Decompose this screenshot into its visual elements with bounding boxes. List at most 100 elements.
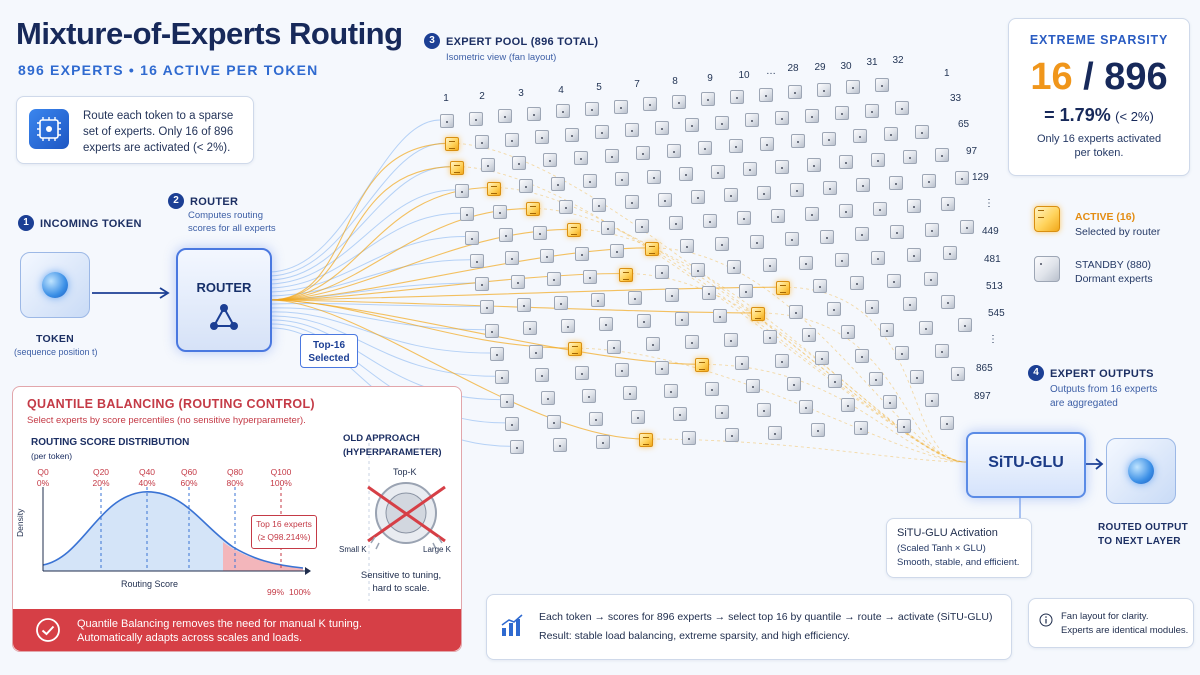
routing-wire — [269, 307, 486, 331]
glu-label: SiTU-GLU — [988, 454, 1064, 471]
active-route-wire — [269, 166, 457, 301]
router-box: ROUTER — [176, 248, 272, 352]
output-wire — [572, 228, 967, 463]
routing-wire — [269, 311, 491, 354]
routing-wire — [269, 236, 466, 293]
old-title-2: (HYPERPARAMETER) — [343, 447, 442, 458]
pool-desc: Isometric view (fan layout) — [446, 52, 557, 63]
topk-dial-icon — [367, 482, 446, 550]
output-wire — [700, 363, 967, 463]
token-sublabel: (sequence position t) — [14, 347, 98, 357]
glu-note-line-1: (Scaled Tanh × GLU) — [897, 543, 986, 554]
sparsity-pct: = 1.79% — [1044, 105, 1111, 125]
active-route-wire — [269, 247, 652, 301]
network-chip-icon — [29, 109, 69, 149]
banner-line-1: Quantile Balancing removes the need for … — [77, 618, 362, 630]
glu-note: SiTU-GLU Activation (Scaled Tanh × GLU) … — [886, 518, 1032, 578]
routing-wire — [269, 119, 441, 273]
active-route-wire — [269, 186, 494, 301]
quantile-label: Q60 60% — [180, 467, 198, 488]
quantile-label: Q20 20% — [92, 467, 110, 488]
x-axis-arrow — [305, 567, 311, 575]
quantile-subtitle: Select experts by score percentiles (no … — [27, 415, 306, 426]
pill-line-2: Selected — [308, 353, 350, 364]
old-note: Sensitive to tuning, hard to scale. — [349, 569, 453, 595]
note-line-1: Fan layout for clarity. — [1061, 611, 1149, 622]
banner-line-2: Automatically adapts across scales and l… — [77, 632, 303, 644]
active-route-wire — [269, 299, 646, 440]
step-label: EXPERT OUTPUTS — [1050, 368, 1154, 380]
sparsity-desc-1: Only 16 experts activated — [1036, 133, 1162, 145]
standby-legend-icon — [1034, 256, 1060, 282]
outputs-desc-2: are aggregated — [1050, 398, 1118, 409]
quantile-panel: QUANTILE BALANCING (ROUTING CONTROL) Sel… — [12, 386, 462, 652]
situ-glu-box: SiTU-GLU — [966, 432, 1086, 498]
active-route-wire — [269, 299, 702, 365]
ratio-sep: / — [1072, 56, 1105, 98]
x-axis-label: Routing Score — [121, 579, 179, 589]
old-note-1: Sensitive to tuning, — [360, 570, 442, 581]
topk-callout: Top 16 experts (≥ Q98.214%) — [251, 515, 317, 549]
pill-line-1: Top-16 — [312, 340, 346, 351]
top16-selected-pill: Top-16 Selected — [300, 334, 358, 368]
tail-99: 99% — [267, 587, 285, 597]
token-sphere-icon — [42, 272, 68, 298]
legend-active-label: ACTIVE (16) — [1075, 211, 1136, 223]
page-title: Mixture-of-Experts Routing — [16, 16, 403, 51]
step-label: EXPERT POOL (896 TOTAL) — [446, 36, 599, 48]
check-circle-icon — [36, 618, 60, 642]
sparsity-desc: Only 16 experts activated per token. — [1009, 132, 1189, 160]
note-line-2: Experts are identical modules. — [1061, 625, 1189, 636]
bar-chart-icon — [501, 614, 523, 636]
output-wire — [650, 247, 967, 463]
dist-title: ROUTING SCORE DISTRIBUTION — [31, 437, 190, 448]
step-number: 3 — [424, 32, 440, 49]
glu-arrowhead — [1095, 458, 1104, 470]
output-wire — [624, 273, 967, 463]
summary-card: Each token → scores for 896 experts → se… — [486, 594, 1012, 660]
small-k-label: Small K — [339, 545, 367, 554]
summary-line-1: Each token → scores for 896 experts → se… — [539, 611, 993, 623]
topk-callout-1: Top 16 experts — [256, 519, 312, 529]
sparsity-heading: EXTREME SPARSITY — [1029, 33, 1169, 47]
density-fill — [43, 491, 303, 571]
active-route-wire — [269, 272, 626, 301]
output-label-2: TO NEXT LAYER — [1098, 536, 1181, 547]
routing-wire — [269, 212, 461, 289]
routing-wire — [269, 142, 446, 277]
step-outputs-heading: 4 EXPERT OUTPUTS — [1028, 364, 1154, 382]
output-wire — [450, 142, 967, 463]
router-desc-2: scores for all experts — [188, 223, 276, 234]
active-route-wire — [269, 207, 533, 301]
distribution-plot — [42, 443, 446, 601]
old-note-2: hard to scale. — [372, 583, 430, 594]
glu-note-line-2: Smooth, stable, and efficient. — [897, 557, 1020, 568]
dist-sub: (per token) — [31, 451, 73, 461]
router-graph-icon — [210, 304, 238, 330]
active-route-wire — [269, 286, 783, 301]
large-k-label: Large K — [423, 545, 452, 554]
summary-line-2: Result: stable load balancing, extreme s… — [539, 630, 851, 642]
sparsity-card: EXTREME SPARSITY 16 / 896 = 1.79% (< 2%)… — [1008, 18, 1190, 176]
router-desc-1: Computes routing — [188, 210, 263, 221]
total-count: 896 — [1104, 56, 1168, 98]
output-cube — [1106, 438, 1176, 504]
legend-standby-label: STANDBY (880) — [1075, 259, 1152, 271]
output-sphere-icon — [1128, 458, 1154, 484]
tail-fill — [223, 542, 303, 571]
routing-wire — [269, 189, 456, 285]
density-curve — [42, 491, 304, 569]
quantile-label: Q40 40% — [138, 467, 156, 488]
token-cube — [20, 252, 90, 318]
tail-100: 100% — [289, 587, 311, 597]
dial-label: Top-K — [393, 467, 417, 477]
output-wire — [781, 286, 967, 463]
step-label: INCOMING TOKEN — [40, 218, 142, 230]
layout-note: Fan layout for clarity. Experts are iden… — [1028, 598, 1194, 648]
banner-text: Quantile Balancing removes the need for … — [77, 617, 362, 645]
quantile-label: Q0 0% — [36, 467, 50, 488]
topk-callout-2: (≥ Q98.214%) — [257, 532, 311, 542]
step-pool-heading: 3 EXPERT POOL (896 TOTAL) — [424, 32, 598, 50]
sparsity-desc-2: per token. — [1074, 147, 1124, 159]
glu-note-title: SiTU-GLU Activation — [897, 527, 998, 539]
